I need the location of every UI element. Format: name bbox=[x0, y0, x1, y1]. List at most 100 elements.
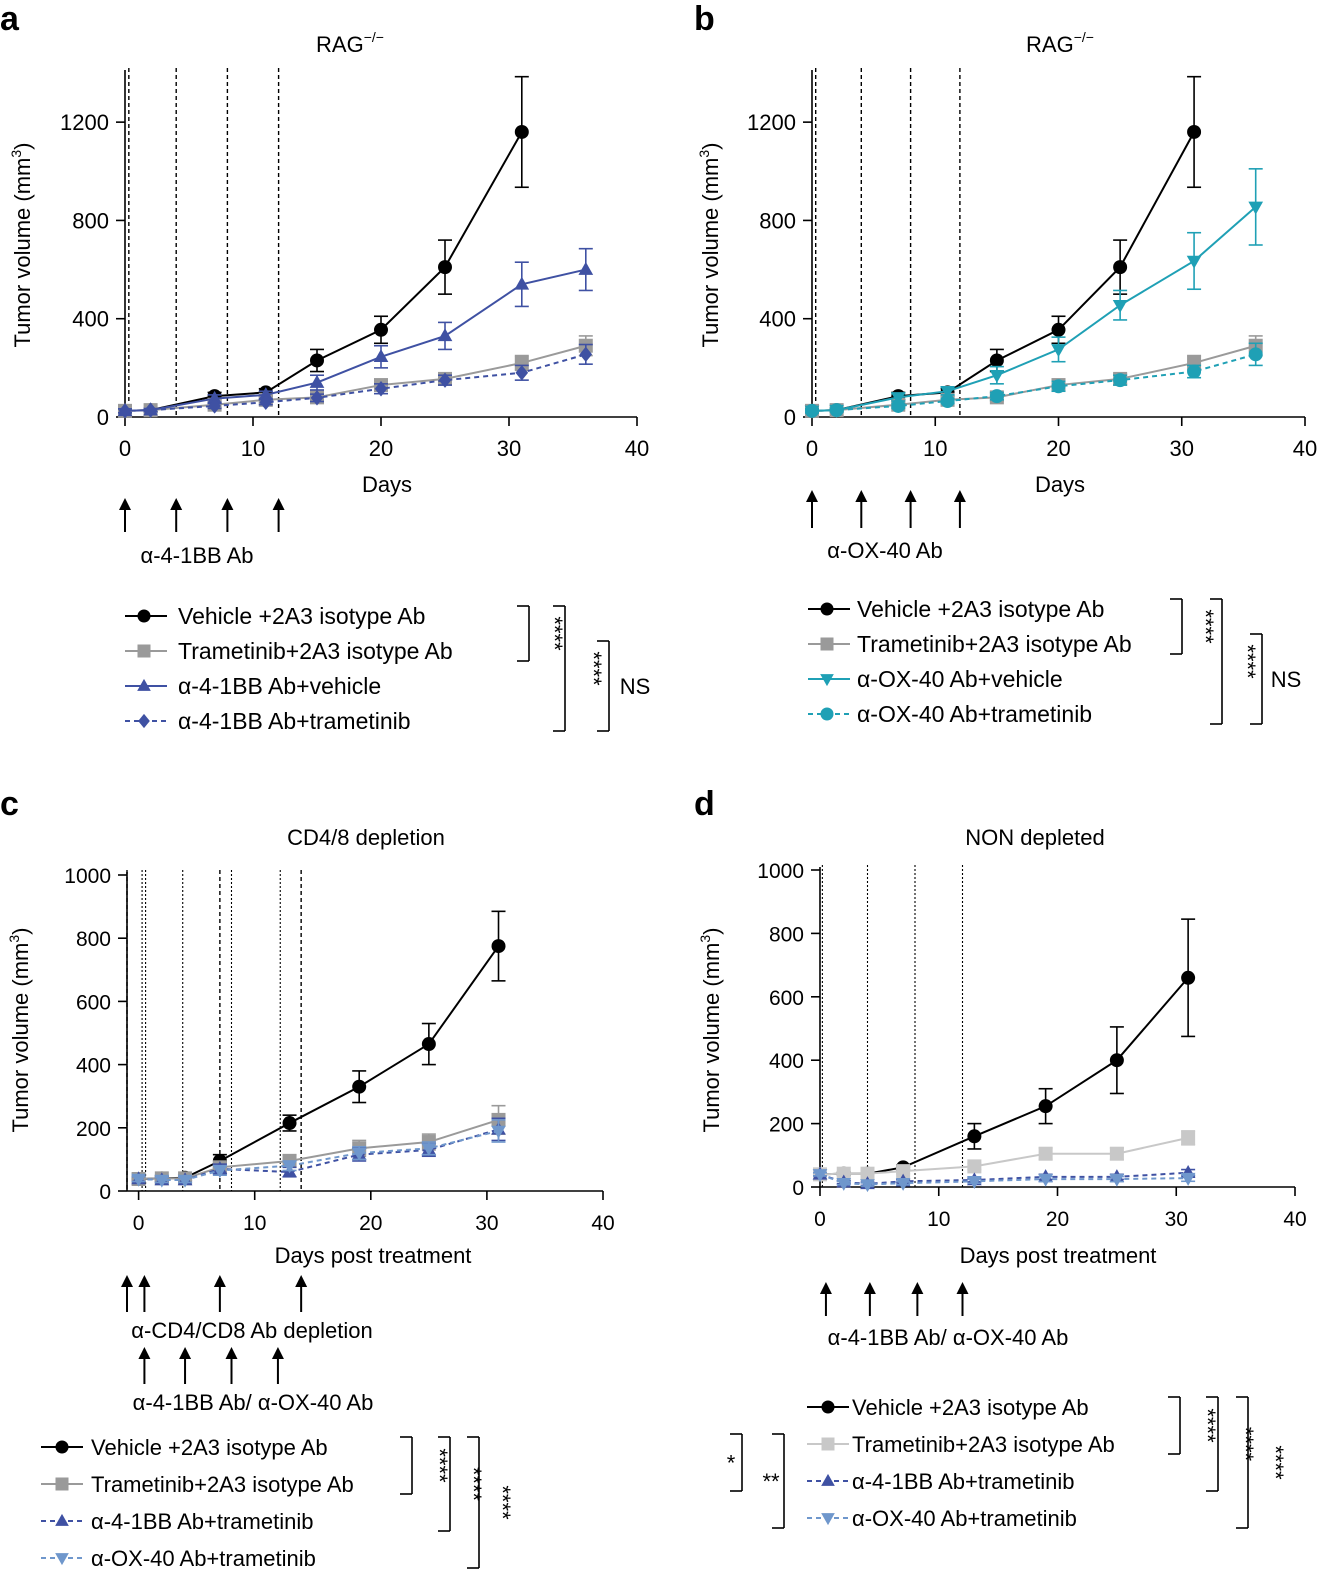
x-tick-label: 40 bbox=[1293, 436, 1317, 461]
y-axis-label-superscript: 3 bbox=[6, 935, 22, 943]
data-point bbox=[1187, 364, 1202, 379]
y-axis-label-main: Tumor volume (mm bbox=[8, 943, 33, 1133]
chart-title: NON depleted bbox=[965, 825, 1104, 850]
panel-letter: a bbox=[0, 0, 20, 38]
legend-label: Trametinib+2A3 isotype Ab bbox=[178, 638, 453, 664]
y-tick-label: 200 bbox=[76, 1118, 111, 1141]
series-3 bbox=[804, 168, 1264, 419]
data-point bbox=[177, 1174, 193, 1188]
chart-title-superscript: −/− bbox=[364, 29, 384, 45]
data-point bbox=[967, 1129, 982, 1144]
treatment-arrow-head bbox=[904, 490, 917, 502]
treatment-arrow-head bbox=[170, 498, 183, 510]
y-axis-label: Tumor volume (mm3) bbox=[697, 928, 724, 1133]
y-tick-label: 400 bbox=[769, 1050, 804, 1073]
significance-label: ** bbox=[762, 1469, 780, 1494]
data-point bbox=[860, 1179, 875, 1193]
data-point bbox=[812, 1169, 828, 1183]
series-4 bbox=[805, 342, 1263, 418]
legend-marker bbox=[820, 707, 834, 721]
legend-label: α-OX-40 Ab+vehicle bbox=[857, 666, 1063, 692]
x-axis-label: Days bbox=[1035, 472, 1085, 497]
chart-title: CD4/8 depletion bbox=[287, 825, 445, 850]
y-axis-label-superscript: 3 bbox=[697, 935, 713, 943]
legend-marker bbox=[138, 713, 150, 729]
x-tick-label: 0 bbox=[814, 1208, 826, 1231]
legend-label: Vehicle +2A3 isotype Ab bbox=[852, 1395, 1089, 1420]
data-point bbox=[1109, 1173, 1125, 1187]
significance-label: **** bbox=[542, 616, 567, 651]
x-tick-label: 30 bbox=[1165, 1208, 1188, 1231]
x-tick-label: 10 bbox=[927, 1208, 950, 1231]
series-1 bbox=[813, 918, 1196, 1182]
data-point bbox=[1181, 970, 1196, 985]
x-tick-label: 20 bbox=[359, 1212, 382, 1235]
panel-c: c CD4/8 depletion 0 200 400 600 800 1000 0 10 20 30… bbox=[0, 785, 615, 1571]
data-point bbox=[989, 369, 1005, 383]
legend-label: Trametinib+2A3 isotype Ab bbox=[91, 1472, 354, 1497]
y-tick-label: 0 bbox=[784, 405, 796, 430]
series-4 bbox=[118, 343, 593, 419]
treatment-arrow-head bbox=[213, 1275, 226, 1287]
x-tick-label: 0 bbox=[806, 436, 818, 461]
y-tick-label: 200 bbox=[769, 1114, 804, 1137]
series-line bbox=[138, 1118, 499, 1180]
legend-label: α-4-1BB Ab+vehicle bbox=[178, 673, 381, 699]
series-line bbox=[819, 977, 1189, 1176]
y-axis-label-main: Tumor volume (mm bbox=[698, 158, 723, 348]
series-line bbox=[811, 131, 1195, 412]
data-point bbox=[836, 1166, 851, 1181]
data-point bbox=[940, 385, 955, 399]
y-axis-label: Tumor volume (mm3) bbox=[6, 928, 33, 1133]
y-axis-label: Tumor volume (mm3) bbox=[696, 143, 723, 348]
x-tick-label: 10 bbox=[241, 436, 265, 461]
y-tick-label: 600 bbox=[769, 987, 804, 1010]
series-line bbox=[811, 353, 1256, 412]
legend-marker bbox=[821, 1400, 835, 1414]
y-axis-label-end: ) bbox=[699, 928, 724, 935]
treatment-arrow-head bbox=[138, 1347, 151, 1359]
data-point bbox=[1113, 260, 1128, 275]
legend-label: α-4-1BB Ab+trametinib bbox=[852, 1469, 1074, 1494]
y-axis-label-end: ) bbox=[8, 928, 33, 935]
data-point bbox=[491, 939, 506, 954]
data-point bbox=[895, 1177, 911, 1191]
treatment-arrow-head bbox=[295, 1275, 308, 1287]
treatment-arrow-head bbox=[272, 498, 285, 510]
chart-title-main: RAG bbox=[1026, 32, 1074, 57]
y-tick-label: 0 bbox=[97, 405, 109, 430]
data-point bbox=[579, 346, 593, 363]
y-tick-label: 400 bbox=[759, 307, 796, 332]
x-tick-label: 40 bbox=[591, 1212, 614, 1235]
treatment-arrow-head bbox=[225, 1347, 238, 1359]
significance-label: **** bbox=[490, 1485, 515, 1520]
data-point bbox=[258, 387, 274, 401]
y-tick-label: 800 bbox=[769, 923, 804, 946]
data-point bbox=[1113, 373, 1128, 388]
data-point bbox=[373, 349, 389, 363]
legend-marker bbox=[55, 1477, 69, 1491]
legend-label: Vehicle +2A3 isotype Ab bbox=[178, 603, 425, 629]
x-tick-label: 20 bbox=[369, 436, 393, 461]
y-axis-label-end: ) bbox=[698, 143, 723, 150]
y-axis-label-superscript: 3 bbox=[696, 150, 712, 158]
legend-label: α-4-1BB Ab+trametinib bbox=[91, 1509, 313, 1534]
x-tick-label: 0 bbox=[119, 436, 131, 461]
data-point bbox=[891, 398, 906, 413]
significance-label: **** bbox=[1235, 644, 1260, 679]
significance-label: **** bbox=[1233, 1427, 1258, 1462]
data-point bbox=[282, 1116, 297, 1131]
data-point bbox=[805, 403, 819, 418]
data-point bbox=[578, 261, 594, 275]
x-tick-label: 30 bbox=[1170, 436, 1194, 461]
y-tick-label: 600 bbox=[76, 991, 111, 1014]
panel-letter: d bbox=[694, 785, 715, 823]
data-point bbox=[1186, 255, 1202, 269]
data-point bbox=[967, 1159, 982, 1174]
treatment-arrow-head bbox=[179, 1347, 192, 1359]
panel-letter: b bbox=[694, 0, 715, 38]
series-3 bbox=[117, 247, 594, 417]
y-axis-label-end: ) bbox=[10, 143, 35, 150]
y-tick-label: 1000 bbox=[64, 865, 111, 888]
